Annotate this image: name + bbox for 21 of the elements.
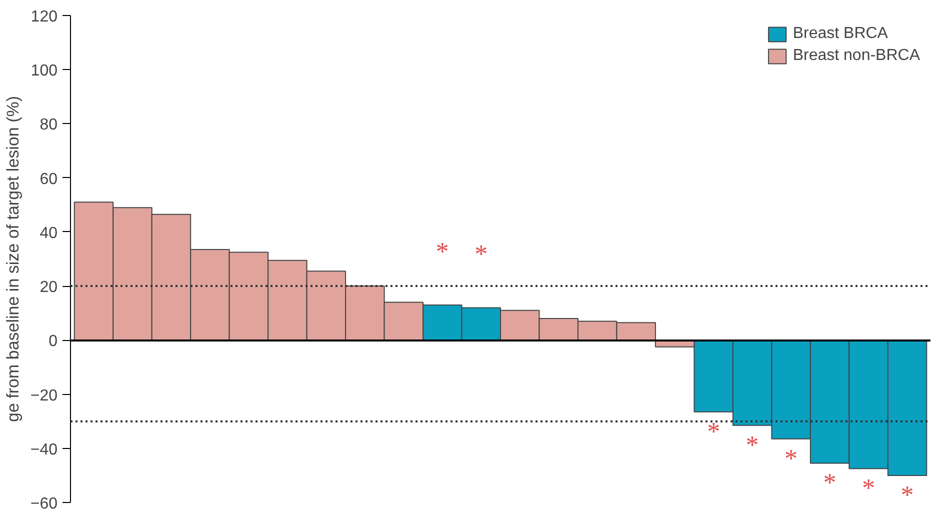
y-tick-label: 60 bbox=[40, 170, 58, 188]
data-label: * bbox=[784, 444, 798, 473]
y-tick-label: 20 bbox=[40, 279, 58, 296]
y-tick-label: 120 bbox=[30, 8, 58, 26]
data-label: * bbox=[474, 240, 488, 269]
y-tick-label: 80 bbox=[40, 116, 58, 134]
y-tick-label: −40 bbox=[30, 441, 58, 458]
y-axis-title: ge from baseline in size of target lesion (%) bbox=[3, 96, 22, 422]
y-tick-label: 100 bbox=[30, 62, 58, 80]
y-tick-label: 40 bbox=[40, 224, 58, 242]
legend-label: Breast non-BRCA bbox=[792, 47, 920, 65]
y-tick-label: 0 bbox=[48, 333, 58, 350]
y-tick-label: −60 bbox=[30, 496, 58, 512]
data-label: * bbox=[746, 430, 759, 460]
data-label: * bbox=[707, 416, 720, 446]
data-label: * bbox=[862, 474, 876, 503]
data-label: * bbox=[900, 480, 914, 510]
y-tick-label: −20 bbox=[30, 387, 58, 404]
data-label: * bbox=[436, 236, 449, 266]
data-label: * bbox=[823, 468, 836, 498]
legend-label: Breast BRCA bbox=[792, 25, 888, 43]
